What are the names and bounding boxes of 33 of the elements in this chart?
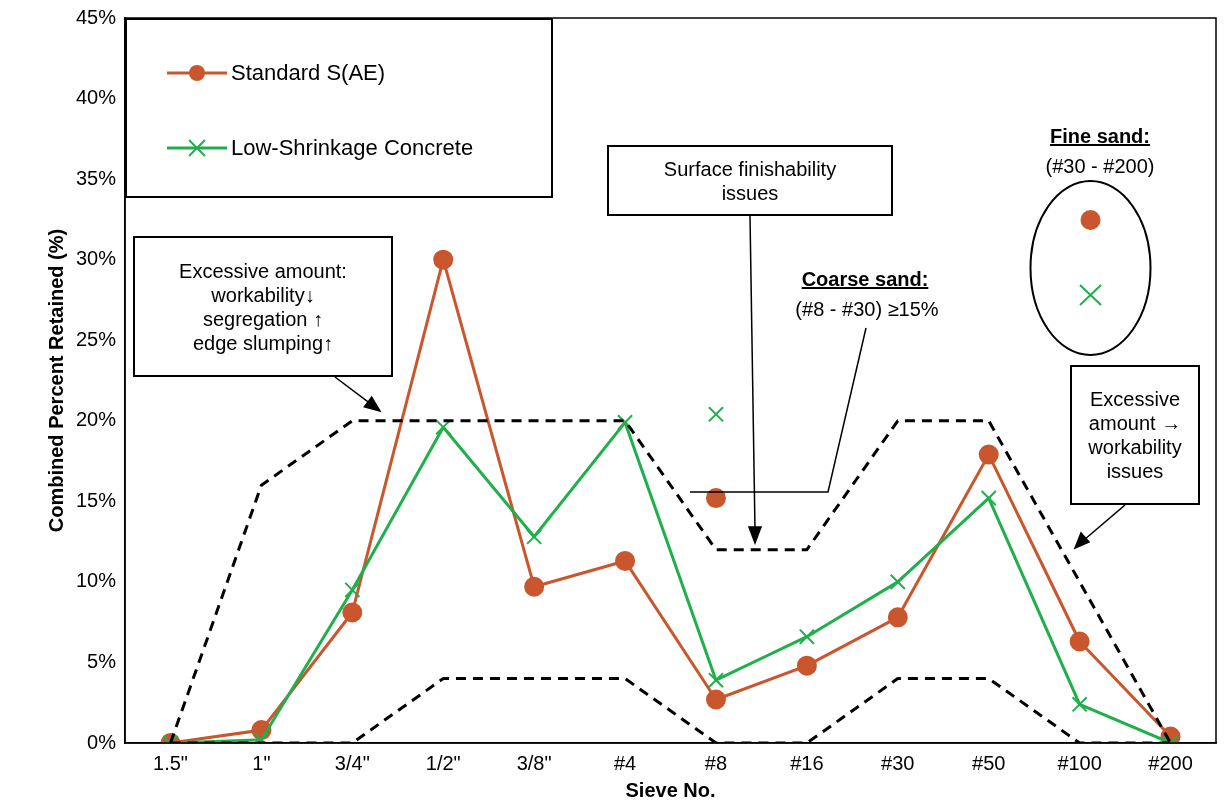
y-tick-label: 0% [87, 730, 117, 753]
y-tick-label: 10% [76, 569, 117, 592]
x-axis-title: Sieve No. [625, 778, 716, 801]
x-tick-label: #100 [1057, 751, 1102, 774]
annotation: (#8 - #30) ≥15% [794, 298, 940, 321]
y-axis-title: Combined Percent Retained (%) [44, 228, 67, 533]
y-tick-label: 45% [76, 5, 117, 28]
x-tick-label: 3/8" [516, 751, 552, 774]
x-tick-label: #4 [613, 751, 637, 774]
annotation: Fine sand: [1049, 125, 1151, 148]
legend-label: Standard S(AE) [231, 60, 386, 86]
y-tick-label: 5% [87, 649, 117, 672]
x-tick-label: 3/4" [334, 751, 370, 774]
annotation: Excessive amount: workability↓ segregation ↑ edge slumping↑ [133, 236, 393, 377]
legend-label: Low-Shrinkage Concrete [231, 135, 474, 161]
y-tick-label: 35% [76, 166, 117, 189]
x-tick-label: 1.5" [153, 751, 188, 774]
x-tick-label: #8 [704, 751, 728, 774]
y-tick-label: 40% [76, 86, 117, 109]
x-tick-label: #200 [1148, 751, 1193, 774]
annotation: (#30 - #200) [1044, 155, 1156, 178]
y-tick-label: 15% [76, 488, 117, 511]
y-tick-label: 30% [76, 247, 117, 270]
y-tick-label: 20% [76, 408, 117, 431]
x-tick-label: 1/2" [425, 751, 461, 774]
annotation: Excessive amount → workability issues [1070, 365, 1200, 505]
annotation: Coarse sand: [800, 268, 930, 291]
x-tick-label: 1" [252, 751, 271, 774]
x-tick-label: #50 [972, 751, 1006, 774]
x-tick-label: #16 [790, 751, 824, 774]
annotation: Surface finishability issues [607, 145, 893, 216]
y-tick-label: 25% [76, 327, 117, 350]
x-tick-label: #30 [881, 751, 915, 774]
